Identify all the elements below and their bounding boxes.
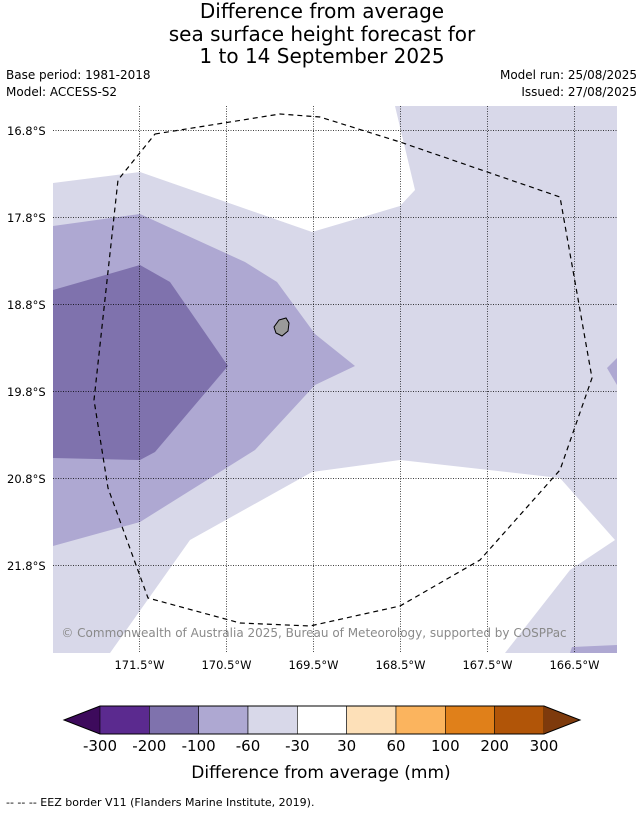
colorbar-tick-label: -300 [83, 737, 117, 755]
lon-label: 166.5°W [549, 658, 599, 672]
colorbar-tick-label: 200 [480, 737, 509, 755]
eez-legend-note: -- -- -- EEZ border V11 (Flanders Marine… [6, 796, 315, 809]
colorbar-segment [494, 705, 545, 735]
colorbar: -300 -200 -100 -60 -30 30 60 100 200 300 Differen… [62, 705, 582, 783]
colorbar-tick-label: 300 [530, 737, 559, 755]
colorbar-tick-label: -100 [182, 737, 216, 755]
field-minus60-south [570, 645, 617, 653]
model-run: Model run: 25/08/2025 [499, 68, 637, 82]
colorbar-segment [149, 705, 199, 735]
colorbar-segments [99, 705, 545, 735]
title-line-1: Difference from average [199, 0, 445, 23]
meta-left: Base period: 1981-2018 Model: ACCESS-S2 [6, 67, 151, 101]
colorbar-tick-label: 30 [337, 737, 356, 755]
eez-border [93, 113, 593, 627]
lon-label: 167.5°W [462, 658, 512, 672]
base-period: Base period: 1981-2018 [6, 68, 151, 82]
colorbar-outline [62, 705, 582, 735]
lat-label: 16.8°S [7, 124, 46, 138]
lat-label: 20.8°S [7, 472, 46, 486]
lat-label: 18.8°S [7, 298, 46, 312]
meta-right: Model run: 25/08/2025 Issued: 27/08/2025 [500, 67, 637, 101]
colorbar-segment [99, 705, 150, 735]
lat-label: 21.8°S [7, 559, 46, 573]
issued-date: Issued: 27/08/2025 [521, 85, 637, 99]
lon-label: 171.5°W [114, 658, 164, 672]
colorbar-segment [395, 705, 446, 735]
field-minus60-east [607, 358, 617, 385]
field-neutral-south [110, 460, 615, 653]
lat-label: 17.8°S [7, 211, 46, 225]
title-line-2: sea surface height forecast for [168, 21, 476, 46]
colorbar-segment [297, 705, 347, 735]
colorbar-tick-label: 60 [386, 737, 405, 755]
field-minus100 [53, 265, 228, 460]
colorbar-title: Difference from average (mm) [191, 763, 450, 783]
colorbar-tick-label: 100 [431, 737, 460, 755]
colorbar-segment [198, 705, 249, 735]
lat-axis: 16.8°S 17.8°S 18.8°S 19.8°S 20.8°S 21.8°… [7, 124, 46, 573]
colorbar-extend-low [64, 706, 100, 734]
graticule [53, 106, 617, 653]
lon-label: 169.5°W [288, 658, 338, 672]
island-niue [273, 317, 290, 337]
colorbar-tick-label: -200 [132, 737, 166, 755]
title-line-3: 1 to 14 September 2025 [199, 44, 445, 68]
field-neutral-north [53, 106, 415, 232]
anomaly-field [53, 106, 617, 653]
colorbar-tick-label: -30 [285, 737, 310, 755]
lon-label: 170.5°W [201, 658, 251, 672]
colorbar-labels: -300 -200 -100 -60 -30 30 60 100 200 300 [83, 737, 558, 755]
model-name: Model: ACCESS-S2 [6, 85, 118, 99]
colorbar-tick-label: -60 [236, 737, 261, 755]
lon-label: 168.5°W [375, 658, 425, 672]
lon-axis: 171.5°W 170.5°W 169.5°W 168.5°W 167.5°W … [114, 658, 599, 672]
colorbar-segment [247, 705, 298, 735]
colorbar-segment [346, 705, 397, 735]
copyright-credit: © Commonwealth of Australia 2025, Bureau… [61, 626, 566, 640]
colorbar-segment [445, 705, 495, 735]
lat-label: 19.8°S [7, 385, 46, 399]
colorbar-extend-high [544, 706, 580, 734]
map-title: Difference from average sea surface heig… [0, 0, 644, 68]
